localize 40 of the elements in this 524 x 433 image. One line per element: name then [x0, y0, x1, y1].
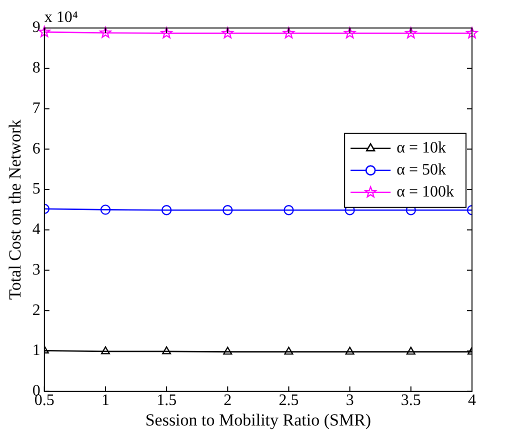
point [223, 346, 232, 355]
point [284, 346, 294, 355]
text: x 10⁴ [44, 9, 78, 26]
y-tick-label: 9 [32, 19, 40, 36]
x-axis-title: Session to Mobility Ratio (SMR) [145, 410, 372, 430]
y-tick-label: 1 [32, 342, 40, 360]
point [161, 205, 172, 216]
point [466, 27, 478, 38]
point [406, 346, 416, 355]
legend-label: α = 10k [396, 140, 446, 157]
legend-label: α = 50k [396, 162, 446, 179]
y-tick-label: 6 [32, 140, 40, 158]
x-tick-label: 4 [468, 392, 476, 410]
y-tick-label: 4 [32, 221, 40, 238]
point [282, 27, 295, 38]
point [345, 346, 354, 355]
y-tick-label: 3 [32, 261, 40, 278]
point [100, 204, 111, 215]
y-tick-label: 5 [32, 180, 40, 198]
point [100, 346, 110, 354]
point [344, 27, 356, 38]
x-tick-label: 1 [101, 392, 110, 410]
y-axis-title: Total Cost on the Network [6, 119, 25, 300]
y-tick-label: 2 [32, 302, 40, 319]
y-tick-label: 8 [32, 60, 40, 77]
point [405, 27, 417, 38]
x-tick-label: 3 [346, 392, 354, 410]
point [222, 205, 233, 216]
y-tick-label: 7 [32, 100, 40, 117]
point [38, 26, 50, 38]
x-tick-label: 1.5 [156, 392, 177, 410]
point [160, 27, 172, 38]
x-tick-label: 2.5 [278, 392, 299, 410]
point [284, 205, 294, 216]
point [162, 346, 172, 354]
x-tick-label: 2 [224, 392, 232, 410]
point [100, 26, 112, 38]
x-tick-label: 3.5 [400, 392, 421, 410]
point [222, 27, 234, 38]
legend-label: α = 100k [396, 184, 454, 201]
